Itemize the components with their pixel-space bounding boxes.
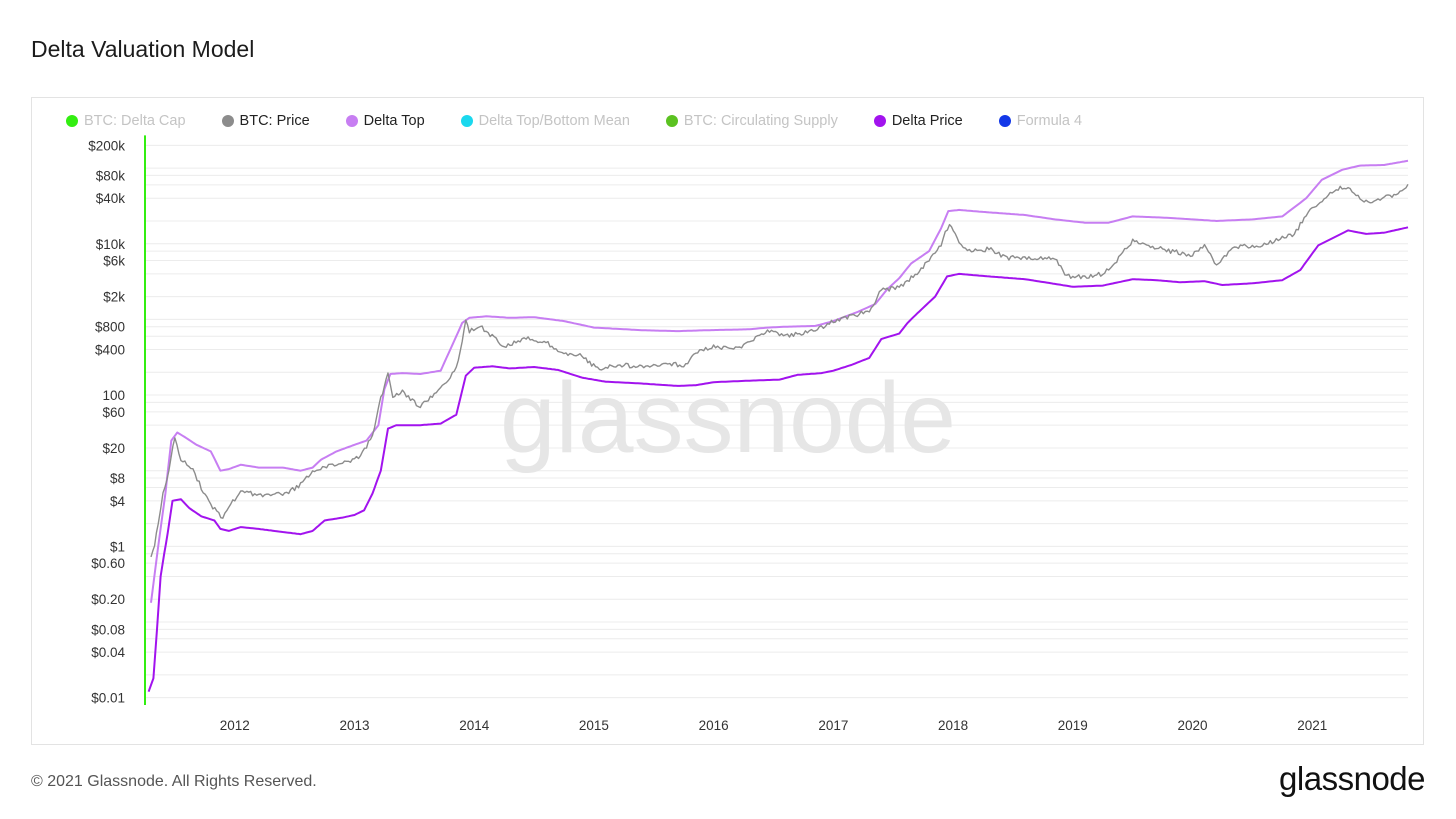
series-line-delta-top [150, 159, 1409, 603]
legend-dot-icon [998, 115, 1011, 127]
y-tick-label: $0.01 [91, 691, 125, 706]
legend-label: BTC: Price [239, 113, 310, 129]
x-tick-label: 2016 [699, 718, 729, 733]
legend-item-btc-delta-cap[interactable]: BTC: Delta Cap [66, 113, 186, 129]
legend-item-btc-circulating-supply[interactable]: BTC: Circulating Supply [665, 113, 838, 129]
y-tick-label: $800 [95, 320, 125, 335]
x-tick-label: 2017 [818, 718, 848, 733]
legend: BTC: Delta Cap BTC: Price Delta Top Delta T… [66, 111, 1118, 131]
watermark: glassnode [500, 362, 956, 474]
series-line-btc-price [150, 183, 1409, 558]
y-tick-label: $6k [103, 254, 125, 269]
y-tick-label: $2k [103, 290, 125, 305]
y-tick-label: $60 [102, 405, 125, 420]
x-tick-label: 2020 [1177, 718, 1207, 733]
y-tick-label: $0.20 [91, 592, 125, 607]
chart-frame [31, 97, 1424, 745]
legend-dot-icon [66, 115, 78, 127]
x-tick-label: 2014 [459, 718, 490, 733]
y-tick-label: $1 [110, 539, 125, 554]
legend-label: BTC: Delta Cap [84, 113, 186, 129]
y-tick-label: $40k [96, 191, 126, 206]
y-tick-label: 100 [102, 388, 125, 403]
x-tick-label: 2019 [1058, 718, 1088, 733]
y-tick-label: $0.60 [91, 556, 125, 571]
page-title: Delta Valuation Model [31, 36, 255, 62]
legend-dot-icon [345, 115, 358, 127]
y-tick-label: $0.08 [91, 622, 125, 637]
y-tick-label: $20 [102, 441, 125, 456]
y-tick-label: $80k [96, 168, 126, 183]
y-tick-label: $4 [110, 494, 126, 509]
legend-label: Delta Price [891, 113, 963, 129]
legend-item-delta-top[interactable]: Delta Top [345, 113, 425, 129]
y-tick-label: $200k [88, 138, 125, 153]
legend-label: BTC: Circulating Supply [683, 113, 838, 129]
y-tick-label: $8 [110, 471, 125, 486]
legend-item-formula-4[interactable]: Formula 4 [998, 113, 1083, 129]
legend-item-delta-price[interactable]: Delta Price [873, 113, 963, 129]
legend-dot-icon [665, 115, 678, 127]
x-tick-label: 2013 [339, 718, 369, 733]
series-line-delta-price [147, 226, 1409, 693]
footer-copyright: © 2021 Glassnode. All Rights Reserved. [31, 773, 317, 790]
brand-logo[interactable]: glassnode [1279, 760, 1425, 797]
legend-label: Delta Top [363, 113, 425, 129]
y-tick-label: $0.04 [91, 645, 125, 660]
legend-item-delta-top-bottom-mean[interactable]: Delta Top/Bottom Mean [460, 113, 630, 129]
legend-dot-icon [873, 115, 886, 127]
x-tick-label: 2012 [220, 718, 250, 733]
legend-dot-icon [460, 115, 473, 127]
x-tick-label: 2015 [579, 718, 609, 733]
y-tick-label: $10k [96, 237, 126, 252]
legend-dot-icon [221, 115, 234, 127]
x-tick-label: 2018 [938, 718, 968, 733]
legend-item-btc-price[interactable]: BTC: Price [221, 113, 310, 129]
y-tick-label: $400 [95, 343, 125, 358]
x-tick-label: 2021 [1297, 718, 1327, 733]
legend-label: Delta Top/Bottom Mean [478, 113, 630, 129]
legend-label: Formula 4 [1016, 113, 1083, 129]
